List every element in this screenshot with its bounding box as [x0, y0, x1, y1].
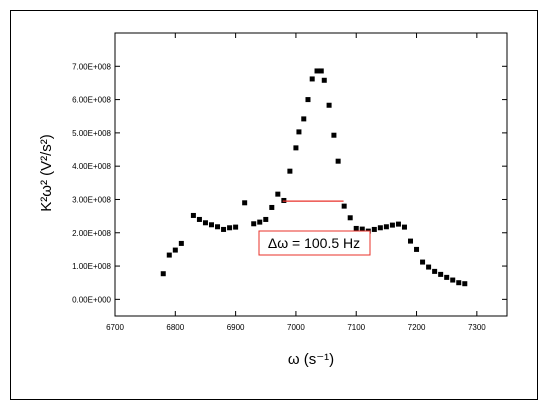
y-tick-label: 0.00E+000 — [72, 295, 111, 304]
data-point — [456, 280, 462, 286]
data-points — [160, 68, 468, 287]
data-point — [462, 281, 468, 287]
data-point — [160, 271, 166, 277]
data-point — [221, 226, 227, 232]
data-point — [178, 240, 184, 246]
data-point — [305, 97, 311, 103]
data-point — [233, 224, 239, 230]
data-point — [172, 247, 178, 253]
data-point — [432, 268, 438, 274]
x-axis-label: ω (s⁻¹) — [288, 351, 334, 368]
data-point — [347, 215, 353, 221]
data-point — [314, 68, 320, 74]
data-point — [389, 222, 395, 228]
y-tick-label: 4.00E+008 — [72, 162, 111, 171]
data-point — [450, 277, 456, 283]
data-point — [275, 191, 281, 197]
data-point — [166, 252, 172, 258]
data-point — [196, 216, 202, 222]
x-tick-label: 7200 — [408, 323, 426, 332]
data-point — [426, 264, 432, 270]
data-point — [341, 203, 347, 209]
data-point — [438, 271, 444, 277]
data-point — [371, 226, 377, 232]
data-point — [293, 145, 299, 151]
data-point — [251, 221, 257, 227]
data-point — [190, 212, 196, 218]
chart: 0.00E+000 1.00E+008 2.00E+008 3.00E+008 4.00… — [38, 32, 508, 368]
data-point — [202, 220, 208, 226]
x-tick-label: 7300 — [468, 323, 486, 332]
x-axis-ticks: 6700 6800 6900 7000 7100 7200 7300 — [106, 33, 486, 332]
x-tick-label: 6800 — [166, 323, 184, 332]
data-point — [420, 259, 426, 265]
data-point — [326, 102, 332, 108]
chart-frame: 0.00E+000 1.00E+008 2.00E+008 3.00E+008 4.00… — [10, 10, 538, 400]
y-tick-label: 1.00E+008 — [72, 262, 111, 271]
y-tick-label: 7.00E+008 — [72, 62, 111, 71]
data-point — [321, 77, 327, 83]
data-point — [263, 216, 269, 222]
y-tick-label: 6.00E+008 — [72, 96, 111, 105]
data-point — [208, 222, 214, 228]
data-point — [215, 224, 221, 230]
data-point — [414, 246, 420, 252]
data-point — [377, 225, 383, 231]
annotation-box — [258, 230, 371, 256]
data-point — [257, 219, 263, 225]
plot-area — [114, 32, 508, 317]
data-point — [359, 226, 365, 232]
data-point — [353, 225, 359, 231]
y-axis-ticks: 0.00E+000 1.00E+008 2.00E+008 3.00E+008 4.00… — [72, 62, 507, 304]
data-point — [401, 224, 407, 230]
data-point — [331, 132, 337, 138]
data-point — [318, 68, 324, 74]
data-point — [242, 200, 248, 206]
data-point — [408, 238, 414, 244]
data-point — [227, 225, 233, 231]
annotation-label: Δω = 100.5 Hz — [268, 235, 360, 251]
data-point — [269, 204, 275, 210]
data-point — [301, 116, 307, 122]
data-point — [309, 76, 315, 82]
x-tick-label: 6900 — [227, 323, 245, 332]
y-tick-label: 2.00E+008 — [72, 229, 111, 238]
y-axis-label: K²ω² (V²/s²) — [38, 134, 55, 212]
x-tick-label: 7000 — [287, 323, 305, 332]
data-point — [281, 197, 287, 203]
data-point — [296, 129, 302, 135]
data-point — [287, 168, 293, 174]
x-tick-label: 7100 — [347, 323, 365, 332]
data-point — [335, 158, 341, 164]
data-point — [395, 221, 401, 227]
y-tick-label: 5.00E+008 — [72, 129, 111, 138]
x-tick-label: 6700 — [106, 323, 124, 332]
y-tick-label: 3.00E+008 — [72, 195, 111, 204]
data-point — [383, 224, 389, 230]
data-point — [444, 274, 450, 280]
